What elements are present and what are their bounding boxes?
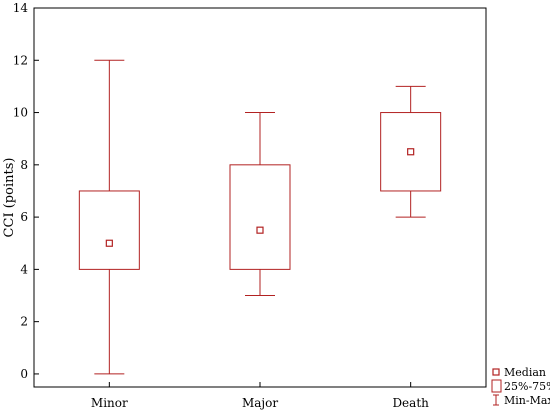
y-tick-label: 2 xyxy=(20,315,28,329)
legend-label-0: Median xyxy=(504,366,546,379)
median-marker xyxy=(407,148,415,156)
y-tick-label: 0 xyxy=(20,367,28,381)
box-death xyxy=(380,85,442,218)
y-axis: 0 2 4 6 8 10 12 14 xyxy=(13,1,39,381)
y-tick-label: 4 xyxy=(20,262,28,276)
legend-label-1: 25%-75% xyxy=(504,380,550,393)
y-tick-label: 10 xyxy=(13,106,28,120)
y-axis-label: CCI (points) xyxy=(2,158,17,238)
legend-label-2: Min-Max xyxy=(504,394,550,407)
median-marker xyxy=(105,239,113,247)
legend-median-swatch xyxy=(492,368,500,376)
x-tick-label-major: Major xyxy=(242,396,278,410)
x-tick-label-minor: Minor xyxy=(91,396,128,410)
box-minor xyxy=(78,59,140,375)
x-tick-label-death: Death xyxy=(392,396,429,410)
x-axis: Minor Major Death xyxy=(91,382,429,410)
y-tick-label: 14 xyxy=(13,1,29,15)
box-series xyxy=(78,59,442,375)
y-tick-label: 6 xyxy=(20,210,28,224)
box-major xyxy=(229,112,291,297)
legend-box-swatch xyxy=(491,379,502,393)
iqr-box xyxy=(229,164,291,270)
iqr-box xyxy=(78,190,140,270)
median-marker xyxy=(256,226,264,234)
y-tick-label: 12 xyxy=(13,53,28,67)
y-tick-label: 8 xyxy=(20,158,28,172)
